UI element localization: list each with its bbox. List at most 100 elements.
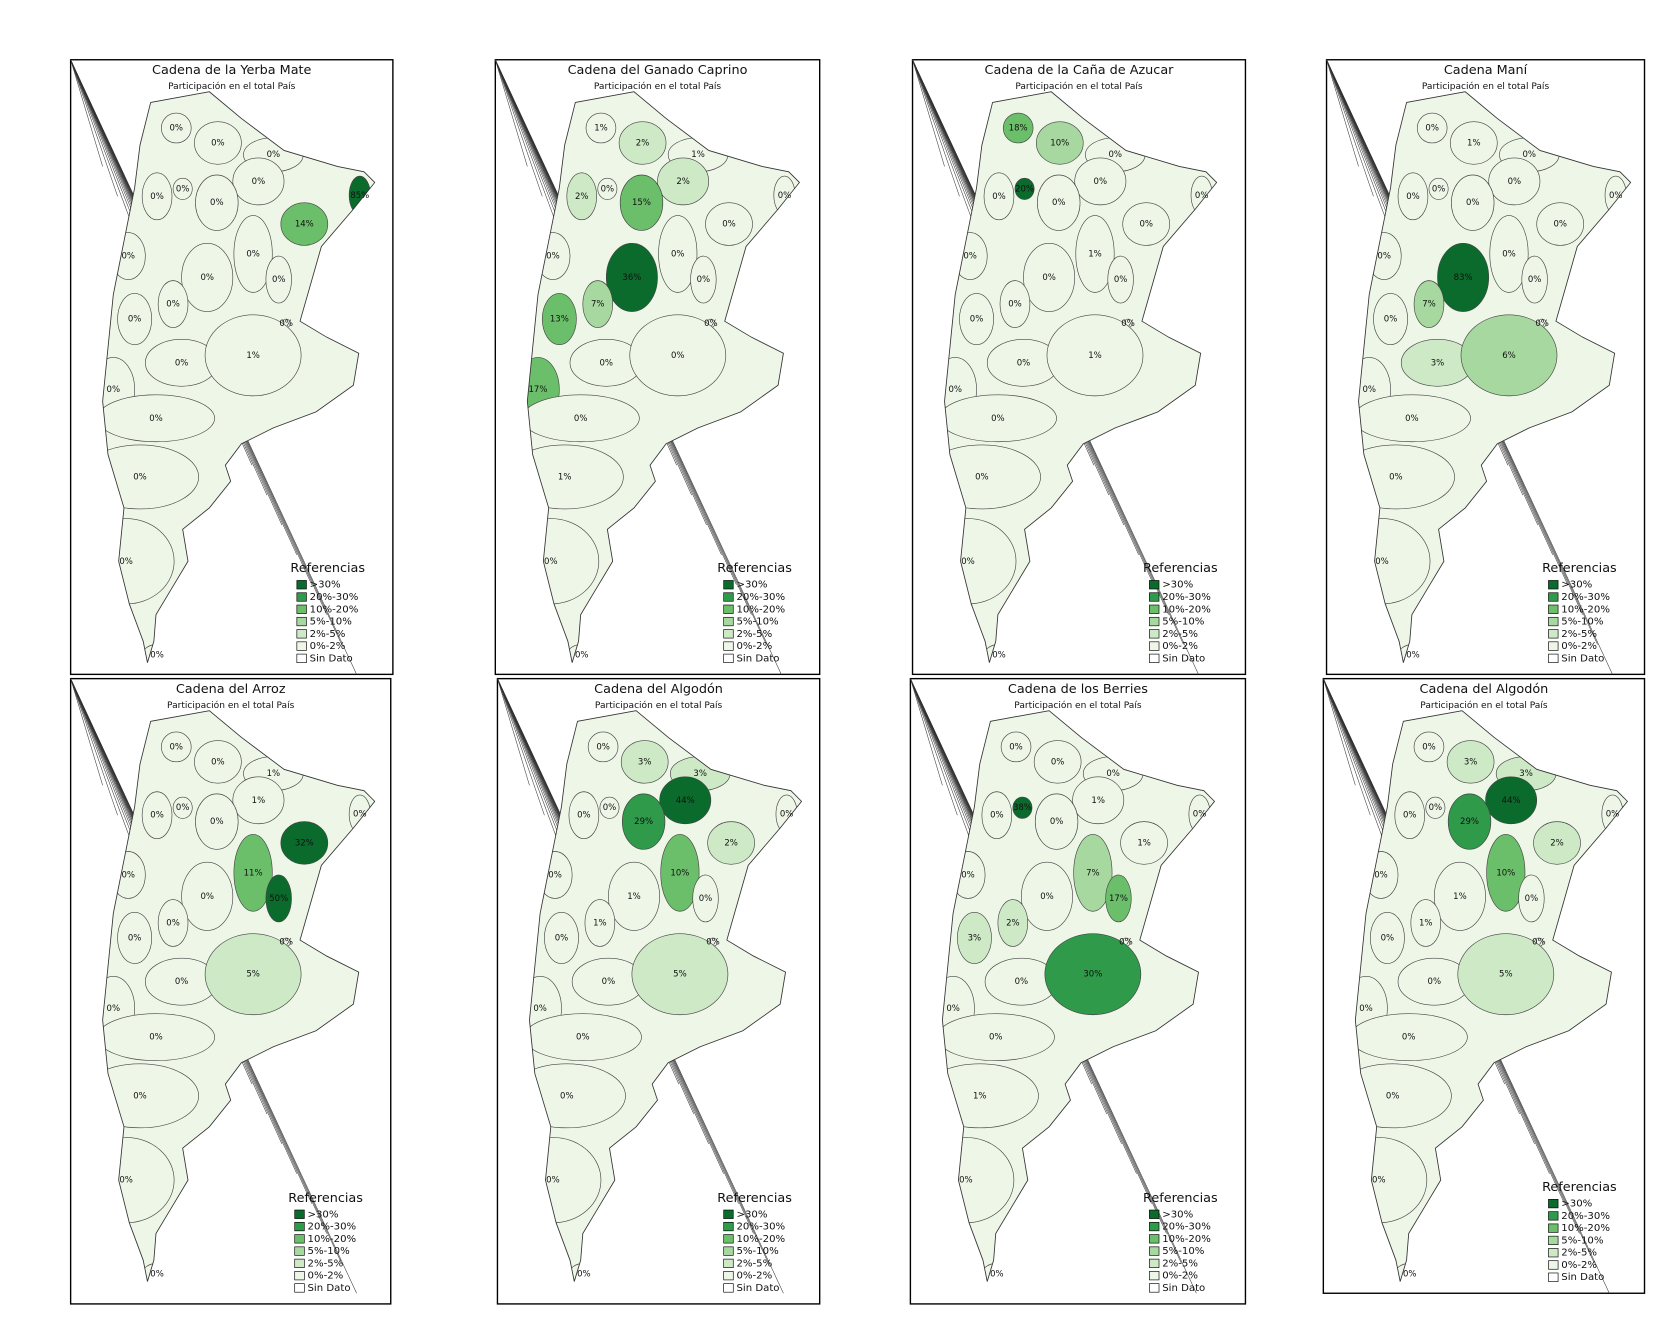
province: [1533, 821, 1581, 865]
province-label: 0%: [1008, 300, 1022, 310]
legend-swatch: [1548, 1199, 1559, 1209]
province-label: 0%: [555, 933, 569, 943]
legend-label: 5%-10%: [1561, 1235, 1604, 1246]
province-label: 0%: [704, 319, 718, 329]
legend-swatch: [294, 1283, 305, 1293]
country-border: [1358, 91, 1632, 663]
province-label: 3%: [1431, 358, 1445, 368]
province: [621, 793, 666, 850]
leader-line: [497, 678, 530, 786]
province-label: 0%: [272, 275, 286, 285]
legend-label: 5%-10%: [1162, 617, 1205, 628]
province: [1451, 174, 1495, 231]
province: [690, 255, 717, 304]
legend-label: 5%-10%: [308, 1246, 351, 1257]
legend-swatch: [296, 616, 307, 627]
province-label: 0%: [211, 138, 225, 148]
legend-title: Referencias: [717, 561, 792, 576]
country-border: [941, 710, 1216, 1282]
map-subtitle: Participación en el total País: [1015, 81, 1143, 92]
legend-label: 5%-10%: [310, 617, 353, 628]
province: [658, 215, 698, 293]
province-label: 0%: [1195, 191, 1209, 201]
province: [599, 796, 620, 819]
province-label: 0%: [992, 192, 1006, 202]
province-label: 0%: [1466, 198, 1480, 208]
legend-swatch: [1149, 1258, 1160, 1268]
legend-swatch: [1149, 1221, 1160, 1232]
province: [1416, 112, 1448, 144]
province-label: 0%: [990, 1270, 1004, 1280]
province-label: 2%: [724, 838, 738, 848]
province-label: 1%: [691, 150, 705, 160]
province-label: 44%: [1502, 796, 1521, 806]
province: [1397, 172, 1429, 221]
province-label: 0%: [600, 358, 614, 368]
legend-label: 10%-20%: [1561, 1223, 1610, 1234]
legend-label: 20%-30%: [1561, 592, 1610, 603]
province-label: 3%: [1519, 769, 1533, 779]
province-label: 1%: [267, 769, 281, 779]
country-border: [102, 710, 376, 1282]
province-label: 0%: [133, 1091, 147, 1101]
province: [1410, 899, 1442, 947]
legend-swatch: [723, 1271, 734, 1281]
legend-label: 2%-5%: [1162, 1258, 1198, 1269]
map-subtitle: Participación en el total País: [595, 700, 723, 711]
province-label: 0%: [961, 557, 975, 567]
province-label: 2%: [1006, 918, 1020, 928]
province: [1521, 255, 1548, 304]
province: [1358, 394, 1471, 443]
province: [568, 791, 600, 840]
leader-line: [912, 59, 945, 167]
province: [1021, 861, 1073, 931]
legend-label: 5%-10%: [1561, 617, 1604, 628]
province: [141, 791, 173, 840]
province-label: 0%: [1040, 892, 1054, 902]
legend-swatch: [1548, 1248, 1559, 1258]
province-label: 32%: [295, 838, 314, 848]
legend-label: 0%-2%: [310, 641, 346, 652]
province: [172, 177, 193, 200]
country-border: [102, 91, 376, 663]
province-label: 44%: [676, 796, 695, 806]
leader-line: [495, 59, 543, 197]
map-panel: 0% 0% 1% 1% 0% 0% 0% 0% 32% 0% 11% 0% 50% 0% 0% 0% 0% 5% 0…: [69, 677, 392, 1305]
leader-line: [495, 59, 528, 167]
province: [618, 121, 667, 165]
leader-line: [497, 678, 545, 816]
legend-swatch: [1548, 592, 1559, 602]
province: [1373, 293, 1408, 345]
province-label: 1%: [627, 892, 641, 902]
country-border: [529, 710, 803, 1282]
province-label: 0%: [119, 557, 133, 567]
province: [707, 821, 755, 865]
province-label: 30%: [1083, 970, 1102, 980]
legend-title: Referencias: [290, 561, 365, 576]
legend-label: 0%-2%: [736, 1271, 772, 1282]
legend-swatch: [1149, 1209, 1160, 1219]
province-label: 0%: [778, 191, 792, 201]
province-label: 0%: [602, 977, 616, 987]
province: [1428, 177, 1449, 200]
province: [161, 731, 192, 763]
province: [157, 899, 189, 947]
legend-label: 10%-20%: [1561, 604, 1610, 615]
provinces: [1355, 731, 1624, 1282]
legend-swatch: [294, 1234, 305, 1244]
province-label: 0%: [119, 1176, 133, 1186]
legend-label: 10%-20%: [310, 604, 359, 615]
legend-swatch: [723, 629, 734, 639]
legend-label: 10%-20%: [1162, 604, 1211, 615]
province-label: 0%: [963, 252, 977, 262]
province-label: 0%: [175, 977, 189, 987]
province-label: 29%: [634, 817, 653, 827]
province: [233, 834, 273, 912]
province-label: 0%: [1051, 757, 1065, 767]
province: [280, 821, 329, 865]
province-label: 0%: [200, 273, 214, 283]
legend-label: 0%-2%: [308, 1271, 344, 1282]
legend-swatch: [723, 1221, 734, 1232]
legend-swatch: [723, 653, 734, 663]
province-label: 0%: [1428, 977, 1442, 987]
